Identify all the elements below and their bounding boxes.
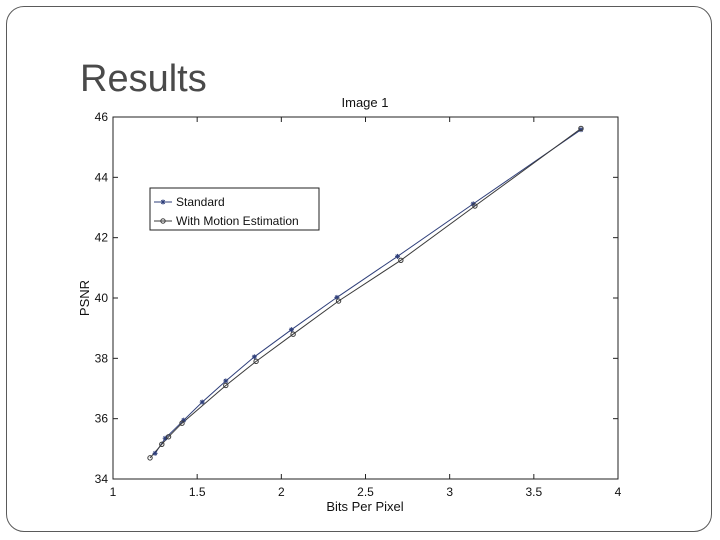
y-tick-label: 40 <box>95 291 109 305</box>
y-axis-label: PSNR <box>77 280 92 316</box>
point-circle <box>290 331 296 337</box>
point-circle <box>335 298 342 304</box>
point-circle <box>253 358 259 365</box>
y-tick-label: 42 <box>95 231 109 245</box>
axis-ticks: 1 1.5 2 2.5 3 3.5 4 34 36 38 40 42 44 46 <box>95 110 622 499</box>
x-tick-label: 1.5 <box>189 485 206 499</box>
x-tick-label: 3 <box>446 485 453 499</box>
legend-box <box>149 187 320 231</box>
y-tick-label: 44 <box>95 170 109 184</box>
x-tick-label: 4 <box>615 485 622 499</box>
point-circle <box>179 420 185 426</box>
point-circle <box>160 218 166 224</box>
point-star <box>223 378 229 384</box>
y-tick-label: 36 <box>95 412 109 426</box>
point-circle <box>147 455 153 461</box>
plot-area <box>112 116 619 480</box>
point-star <box>199 399 205 405</box>
x-axis-label: Bits Per Pixel <box>326 499 403 514</box>
slide-title: Results <box>80 58 207 100</box>
x-tick-label: 2.5 <box>357 485 374 499</box>
point-circle <box>578 125 584 132</box>
x-tick-label: 3.5 <box>525 485 542 499</box>
point-star <box>288 327 294 333</box>
point-circle <box>223 382 229 389</box>
x-tick-label: 1 <box>110 485 117 499</box>
point-star <box>251 354 257 360</box>
point-circle <box>165 434 172 440</box>
legend: Standard With Motion Estimation <box>149 187 320 231</box>
x-tick-label: 2 <box>278 485 285 499</box>
point-circle <box>398 257 404 263</box>
chart-title: Image 1 <box>342 95 389 110</box>
legend-label: With Motion Estimation <box>176 214 299 228</box>
point-star <box>394 253 400 259</box>
y-tick-label: 46 <box>95 110 109 124</box>
point-star <box>160 199 166 205</box>
point-circle <box>472 203 478 209</box>
y-tick-label: 38 <box>95 351 109 365</box>
point-circle <box>159 441 165 448</box>
y-tick-label: 34 <box>95 472 109 486</box>
legend-label: Standard <box>176 195 225 209</box>
point-star <box>152 450 158 456</box>
series-markers <box>147 125 584 461</box>
